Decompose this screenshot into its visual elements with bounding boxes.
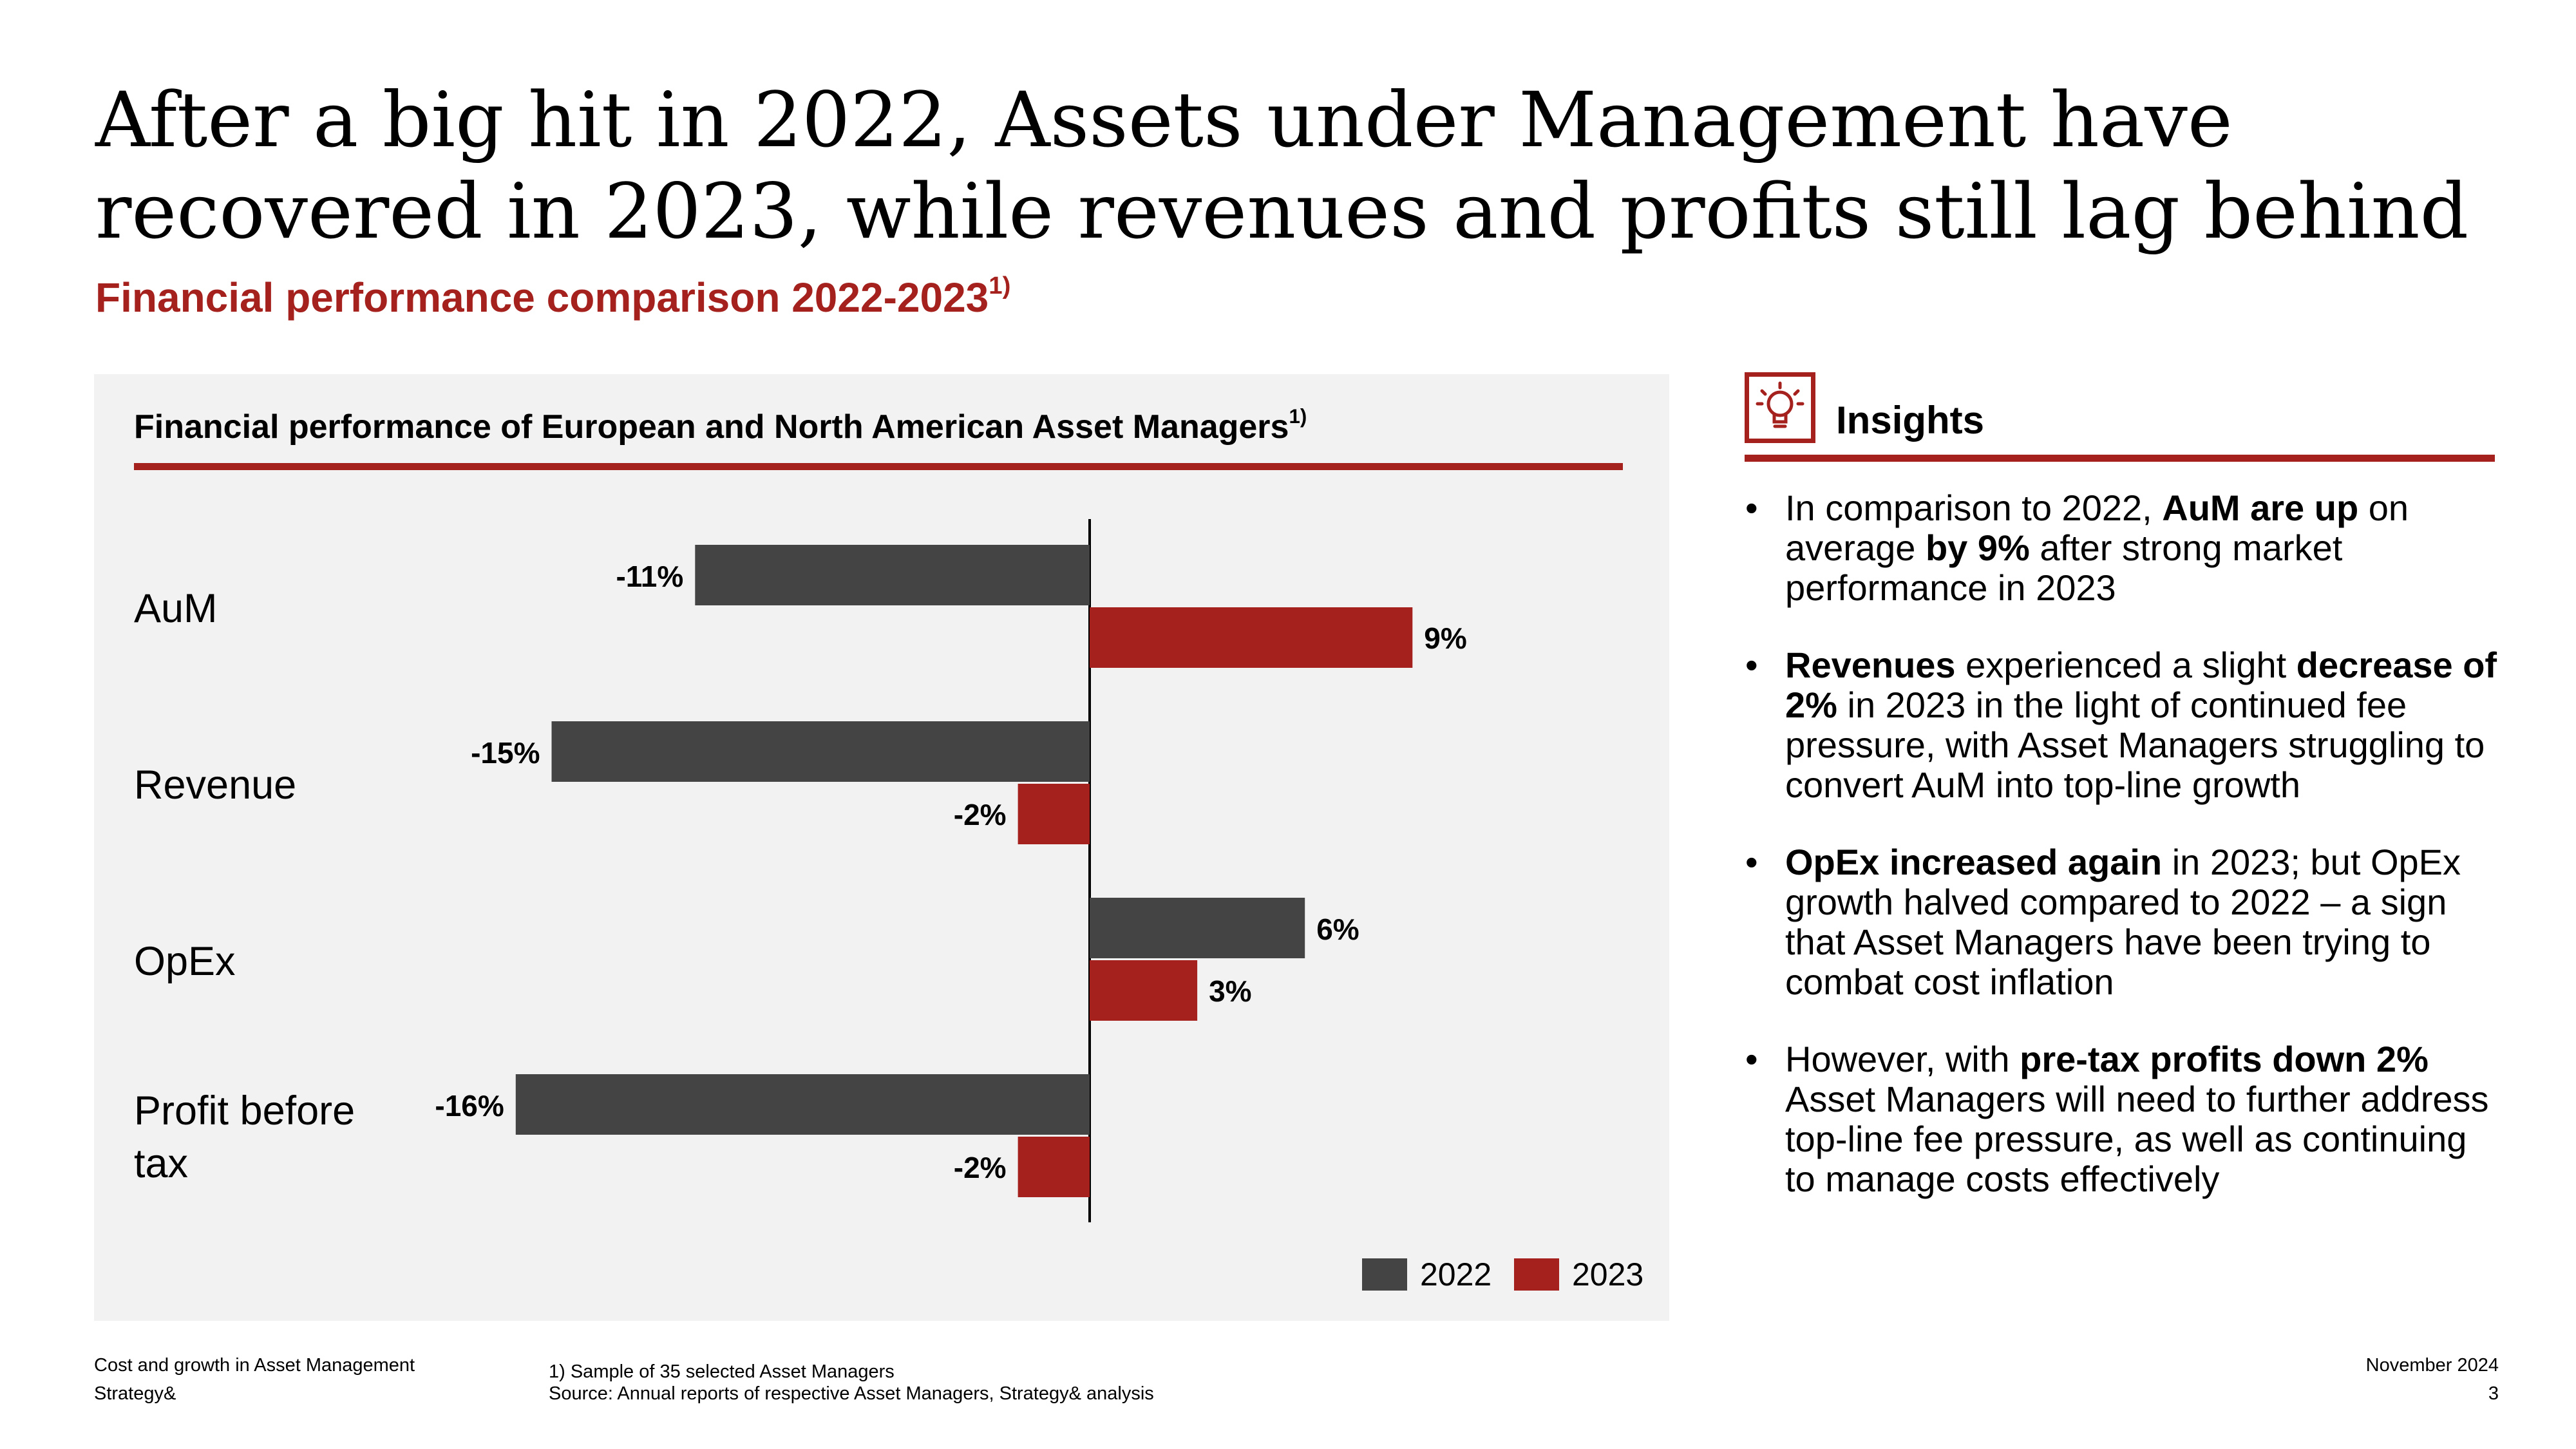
data-label-2023-profit-before-tax: -2%: [954, 1151, 1007, 1184]
bar-chart: -11% 9% -15% -2% 6% 3% -16% -2%: [435, 519, 1467, 1222]
legend-swatch-2023: [1514, 1258, 1559, 1291]
chart-title: Financial performance of European and No…: [134, 405, 1307, 446]
insight-bold-text: Revenues: [1785, 645, 1956, 685]
insight-text: However, with: [1785, 1039, 2020, 1079]
insight-bullet: Revenues experienced a slight decrease o…: [1745, 645, 2505, 805]
bar-2023-profit-before-tax: [1018, 1137, 1090, 1197]
category-label-aum: AuM: [134, 586, 218, 631]
footer-right: November 2024 3: [2366, 1351, 2499, 1408]
legend-item-2023: 2023: [1514, 1256, 1643, 1293]
chart-title-footnote-mark: 1): [1289, 405, 1307, 428]
insight-text: on average: [1785, 488, 2409, 568]
footer-document-title: Cost and growth in Asset Management: [94, 1355, 415, 1376]
chart-title-rule: [134, 463, 1623, 470]
page-title: After a big hit in 2022, Assets under Ma…: [95, 75, 2469, 256]
subtitle-footnote-mark: 1): [989, 271, 1011, 299]
category-label-revenue: Revenue: [134, 762, 297, 808]
insight-bullet: However, with pre-tax profits down 2% As…: [1745, 1039, 2505, 1199]
data-label-2022-aum: -11%: [616, 560, 683, 593]
category-label-opex: OpEx: [134, 939, 236, 984]
data-label-2022-profit-before-tax: -16%: [435, 1089, 504, 1122]
insights-list: In comparison to 2022, AuM are up on ave…: [1745, 488, 2505, 1236]
insight-bold-text: OpEx increased again: [1785, 842, 2163, 882]
bar-2022-profit-before-tax: [515, 1074, 1090, 1135]
footer-date: November 2024: [2365, 1355, 2499, 1376]
data-label-2022-revenue: -15%: [471, 736, 540, 770]
legend-swatch-2022: [1362, 1258, 1407, 1291]
insights-title: Insights: [1836, 399, 1985, 442]
footnote-sample: 1) Sample of 35 selected Asset Managers: [549, 1361, 895, 1382]
data-label-2023-opex: 3%: [1209, 974, 1251, 1008]
lightbulb-icon: [1745, 372, 1815, 443]
insight-text: in 2023; but OpEx growth halved compared…: [1785, 842, 2461, 1002]
chart-title-text: Financial performance of European and No…: [134, 408, 1289, 446]
subtitle-text: Financial performance comparison 2022-20…: [95, 274, 989, 321]
data-label-2023-aum: 9%: [1424, 621, 1466, 655]
insight-bold-text: by 9%: [1925, 527, 2030, 568]
insight-bold-text: decrease of 2%: [1785, 645, 2497, 725]
insight-bold-text: pre-tax profits down 2%: [2020, 1039, 2429, 1079]
chart-panel: Financial performance of European and No…: [94, 374, 1669, 1321]
bar-2023-opex: [1090, 960, 1198, 1021]
legend-label-2022: 2022: [1420, 1256, 1492, 1293]
footnote-source: Source: Annual reports of respective Ass…: [549, 1383, 1154, 1404]
insight-text: Asset Managers will need to further addr…: [1785, 1079, 2489, 1199]
legend-label-2023: 2023: [1572, 1256, 1644, 1293]
footer-left: Cost and growth in Asset Management Stra…: [94, 1351, 415, 1408]
legend-item-2022: 2022: [1362, 1256, 1492, 1293]
insight-bold-text: AuM are up: [2162, 488, 2359, 528]
bar-2022-opex: [1090, 898, 1305, 958]
footer-brand: Strategy&: [94, 1383, 176, 1404]
insight-bullet: In comparison to 2022, AuM are up on ave…: [1745, 488, 2505, 608]
subtitle: Financial performance comparison 2022-20…: [95, 271, 1011, 321]
insight-text: after strong market performance in 2023: [1785, 527, 2343, 608]
bar-2023-aum: [1090, 607, 1413, 668]
bar-2022-revenue: [551, 721, 1090, 782]
insights-rule: [1745, 455, 2495, 462]
data-label-2023-revenue: -2%: [954, 798, 1007, 831]
insight-text: in 2023 in the light of continued fee pr…: [1785, 685, 2485, 805]
insight-bullet: OpEx increased again in 2023; but OpEx g…: [1745, 842, 2505, 1002]
footer-notes: 1) Sample of 35 selected Asset Managers …: [549, 1361, 1154, 1405]
insight-text: In comparison to 2022,: [1785, 488, 2163, 528]
category-label-profit-before-tax: Profit before tax: [134, 1088, 355, 1186]
bar-2022-aum: [695, 545, 1090, 605]
bar-2023-revenue: [1018, 784, 1090, 844]
data-label-2022-opex: 6%: [1316, 913, 1359, 946]
insight-text: experienced a slight: [1955, 645, 2297, 685]
page-number: 3: [2488, 1383, 2499, 1404]
